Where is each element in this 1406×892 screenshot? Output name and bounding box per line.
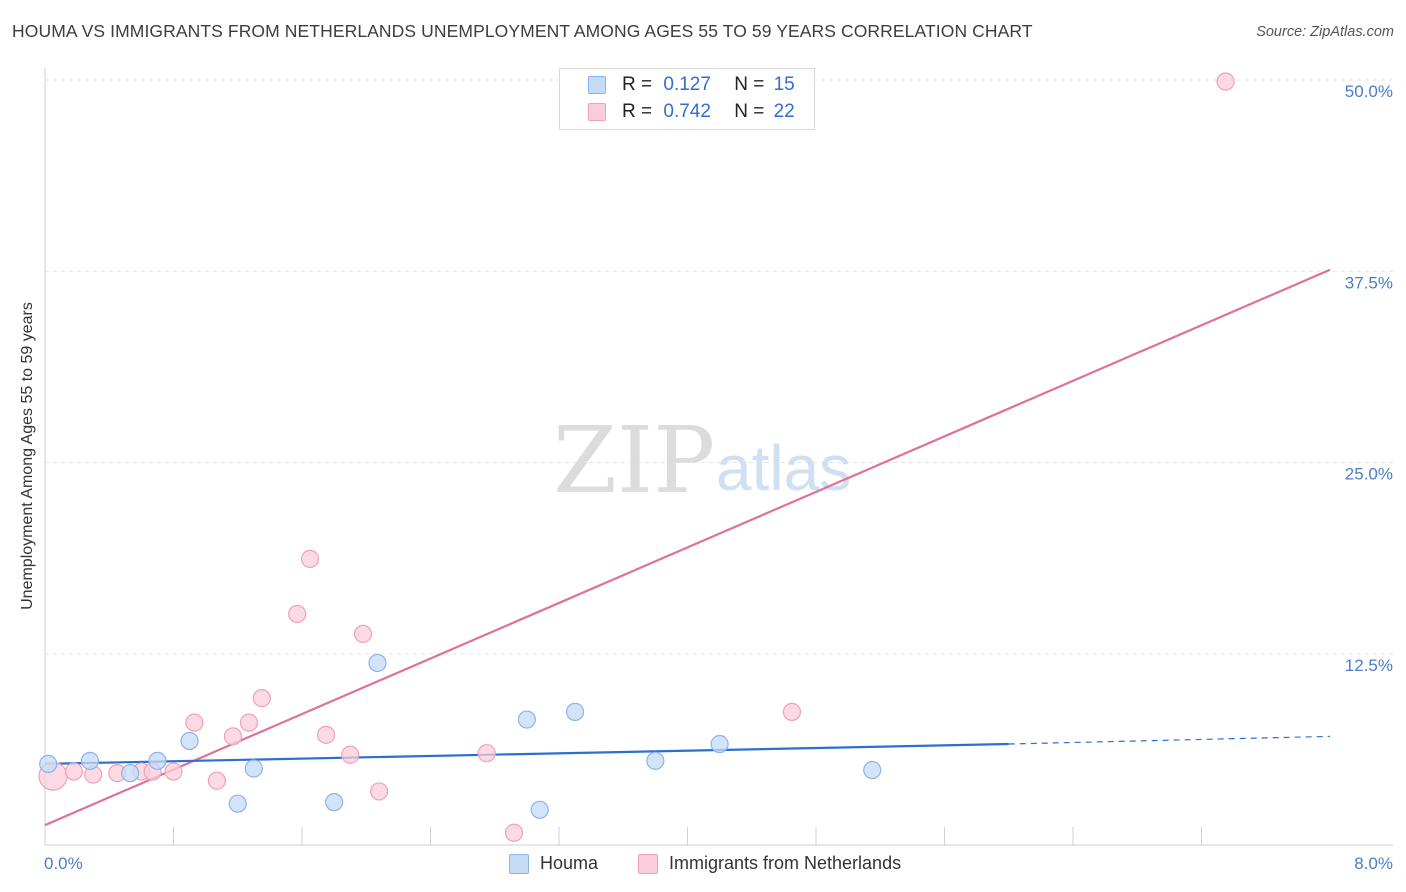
watermark-atlas: atlas	[716, 432, 851, 504]
point-houma	[228, 794, 247, 813]
gridlines	[45, 79, 1393, 655]
trend-lines	[44, 268, 1331, 827]
legend-n-value: 15	[773, 74, 795, 95]
trend-line-houma	[44, 742, 1009, 766]
legend-n-value: 22	[773, 101, 795, 122]
data-points	[38, 72, 1235, 842]
point-netherlands	[477, 744, 496, 763]
point-houma	[325, 793, 344, 812]
point-houma	[180, 731, 199, 751]
source-label: Source: ZipAtlas.com	[1256, 24, 1394, 40]
point-houma	[710, 734, 729, 754]
point-houma	[517, 710, 536, 729]
point-netherlands	[239, 713, 259, 732]
point-houma	[148, 751, 167, 770]
legend-r-label: R =	[622, 101, 653, 122]
point-netherlands	[316, 725, 336, 744]
trend-line-netherlands	[44, 268, 1331, 827]
legend-r-value: 0.742	[663, 101, 711, 122]
y-tick-label: 25.0%	[1345, 465, 1393, 484]
point-netherlands	[1216, 72, 1235, 91]
point-netherlands	[300, 549, 320, 568]
point-houma	[244, 759, 263, 778]
bottom-legend-swatch-netherlands	[638, 854, 658, 874]
point-houma	[368, 653, 387, 673]
legend-r-label: R =	[622, 74, 653, 95]
point-netherlands	[353, 624, 373, 643]
point-netherlands	[782, 702, 802, 721]
tick-labels: 12.5% 25.0% 37.5% 50.0% 0.0% 8.0%	[44, 82, 1393, 873]
y-tick-label: 37.5%	[1345, 273, 1393, 292]
point-houma	[565, 702, 585, 721]
point-netherlands	[504, 823, 524, 842]
watermark-zip: ZIP	[553, 407, 715, 514]
trend-line-houma-extension	[1008, 735, 1331, 745]
x-tick-label: 8.0%	[1354, 854, 1393, 873]
point-houma	[863, 760, 882, 780]
point-netherlands	[370, 782, 389, 801]
legend-n-label: N =	[734, 74, 765, 95]
point-houma	[80, 751, 100, 770]
point-houma	[39, 754, 58, 774]
x-tick-label: 0.0%	[44, 854, 83, 873]
legend-swatch-houma	[588, 76, 606, 94]
axes	[44, 68, 1393, 846]
bottom-legend-swatch-houma	[509, 854, 529, 874]
y-tick-label: 12.5%	[1345, 656, 1393, 675]
bottom-legend-label-netherlands: Immigrants from Netherlands	[669, 853, 902, 873]
legend-swatch-netherlands	[588, 103, 606, 121]
point-houma	[646, 751, 665, 770]
point-netherlands	[164, 762, 183, 781]
point-houma	[530, 800, 549, 819]
point-netherlands	[185, 713, 204, 732]
point-netherlands	[223, 727, 243, 746]
point-houma	[121, 763, 140, 783]
point-netherlands	[64, 762, 84, 781]
legend-n-label: N =	[734, 101, 765, 122]
point-netherlands	[341, 745, 360, 764]
bottom-legend-label-houma: Houma	[540, 853, 599, 873]
legend-r-value: 0.127	[663, 74, 711, 95]
correlation-legend: R = 0.127 N = 15 R = 0.742 N = 22	[559, 68, 815, 130]
point-netherlands	[288, 604, 307, 624]
chart-title: HOUMA VS IMMIGRANTS FROM NETHERLANDS UNE…	[12, 21, 1033, 41]
y-tick-label: 50.0%	[1345, 82, 1393, 101]
point-netherlands	[207, 771, 226, 790]
point-netherlands	[252, 689, 271, 708]
